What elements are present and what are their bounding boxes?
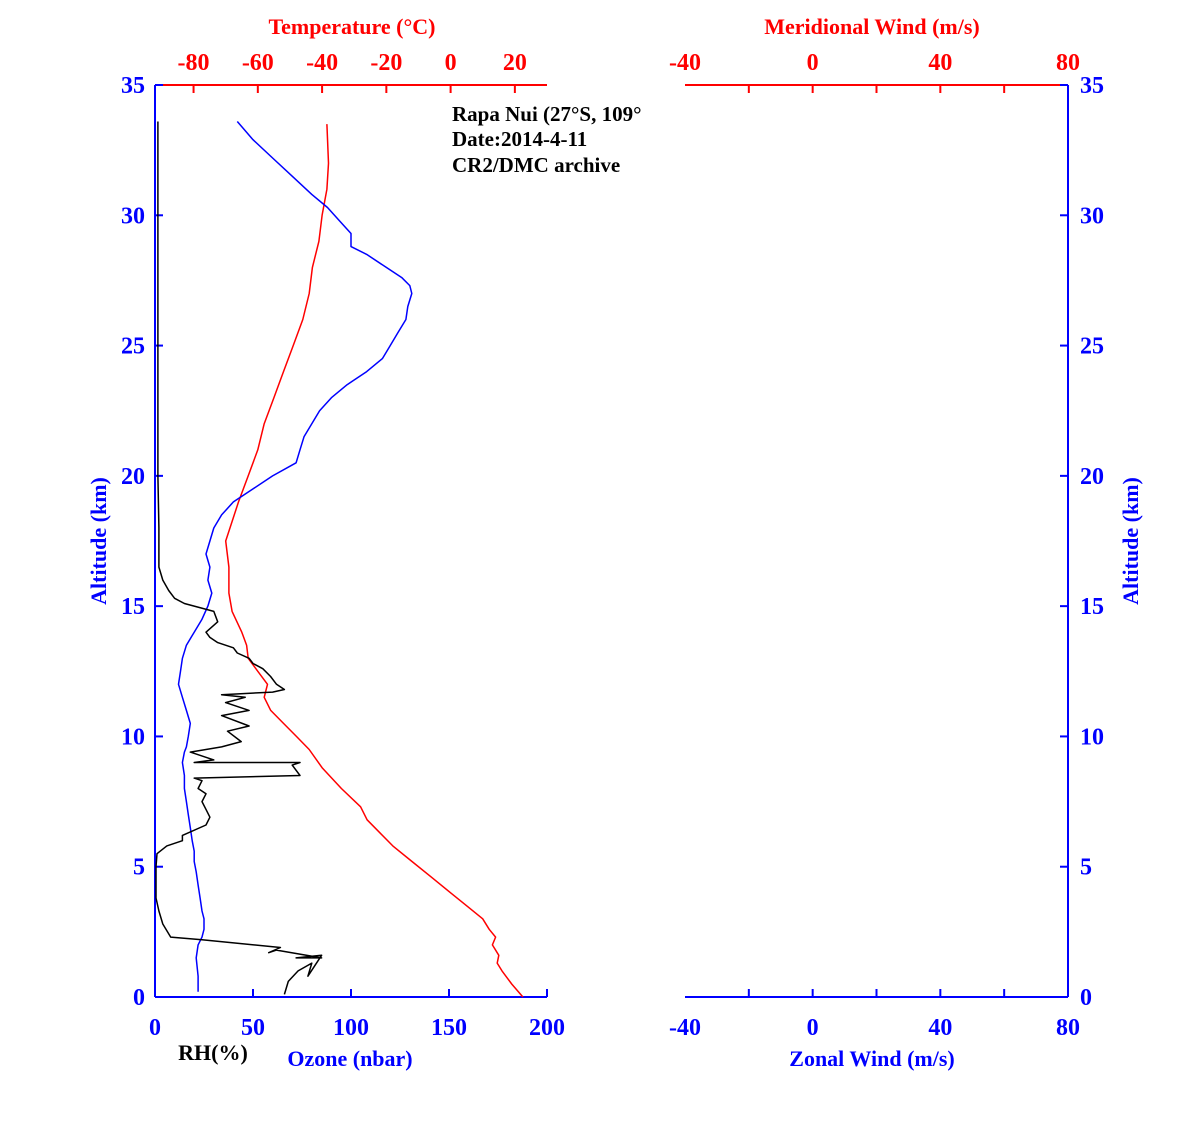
- temperature-tick-label: -80: [178, 50, 210, 76]
- left-y-tick-label: 25: [121, 334, 145, 360]
- zonal-wind-tick-label: 0: [807, 1015, 819, 1041]
- right-y-axis-label: Altitude (km): [1118, 477, 1143, 605]
- temperature-tick-label: -20: [370, 50, 402, 76]
- left-y-tick-label: 10: [121, 724, 145, 750]
- ozone-profile-line: [177, 121, 413, 992]
- right-y-tick-label: 0: [1080, 985, 1092, 1011]
- ozone-tick-label: 50: [241, 1015, 265, 1041]
- temperature-tick-label: -40: [306, 50, 338, 76]
- right-y-tick-label: 30: [1080, 203, 1104, 229]
- temperature-profile-line: [224, 124, 524, 998]
- temperature-tick-label: -60: [242, 50, 274, 76]
- left-y-tick-label: 15: [121, 594, 145, 620]
- zonal-wind-tick-label: 40: [928, 1015, 952, 1041]
- ozone-tick-label: 150: [431, 1015, 467, 1041]
- right-y-tick-label: 25: [1080, 334, 1104, 360]
- ozone-tick-label: 200: [529, 1015, 565, 1041]
- rh-profile-line: [155, 121, 323, 995]
- annotation-archive: CR2/DMC archive: [452, 153, 620, 177]
- left-y-tick-label: 5: [133, 855, 145, 881]
- ozone-tick-label: 0: [149, 1015, 161, 1041]
- ozone-tick-label: 100: [333, 1015, 369, 1041]
- right-y-tick-label: 10: [1080, 724, 1104, 750]
- zonal-wind-tick-label: -40: [669, 1015, 701, 1041]
- temperature-tick-label: 20: [503, 50, 527, 76]
- meridional-wind-tick-label: -40: [669, 50, 701, 76]
- left-y-tick-label: 0: [133, 985, 145, 1011]
- right-panel-axes: [685, 84, 1069, 998]
- right-panel-ticks: 0 5 10 15 20 25 30 35 -40 0 40 80 -40 0 40 80: [669, 50, 1104, 1041]
- annotation-station: Rapa Nui (27°S, 109°: [452, 102, 642, 126]
- left-panel-ticks: 0 5 10 15 20 25 30 35 0 50 100 150 200 -80 -60 -40 -20 0 2…: [121, 50, 565, 1041]
- bottom-axis-label-zonal-wind: Zonal Wind (m/s): [789, 1046, 954, 1071]
- zonal-wind-tick-label: 80: [1056, 1015, 1080, 1041]
- left-y-axis-label: Altitude (km): [86, 477, 111, 605]
- left-y-tick-label: 30: [121, 203, 145, 229]
- left-y-tick-label: 20: [121, 464, 145, 490]
- left-panel-series: [155, 121, 524, 998]
- top-axis-label-meridional-wind: Meridional Wind (m/s): [764, 14, 980, 39]
- right-y-tick-label: 20: [1080, 464, 1104, 490]
- left-panel-axes: [154, 84, 547, 998]
- right-y-tick-label: 5: [1080, 855, 1092, 881]
- meridional-wind-tick-label: 0: [807, 50, 819, 76]
- annotation-date: Date:2014-4-11: [452, 127, 587, 151]
- top-axis-label-temperature: Temperature (°C): [268, 14, 435, 39]
- temperature-tick-label: 0: [445, 50, 457, 76]
- bottom-axis-label-ozone: Ozone (nbar): [287, 1046, 412, 1071]
- right-y-tick-label: 15: [1080, 594, 1104, 620]
- meridional-wind-tick-label: 40: [928, 50, 952, 76]
- bottom-axis-label-rh: RH(%): [178, 1040, 248, 1065]
- left-y-tick-label: 35: [121, 73, 145, 99]
- meridional-wind-tick-label: 80: [1056, 50, 1080, 76]
- right-y-tick-label: 35: [1080, 73, 1104, 99]
